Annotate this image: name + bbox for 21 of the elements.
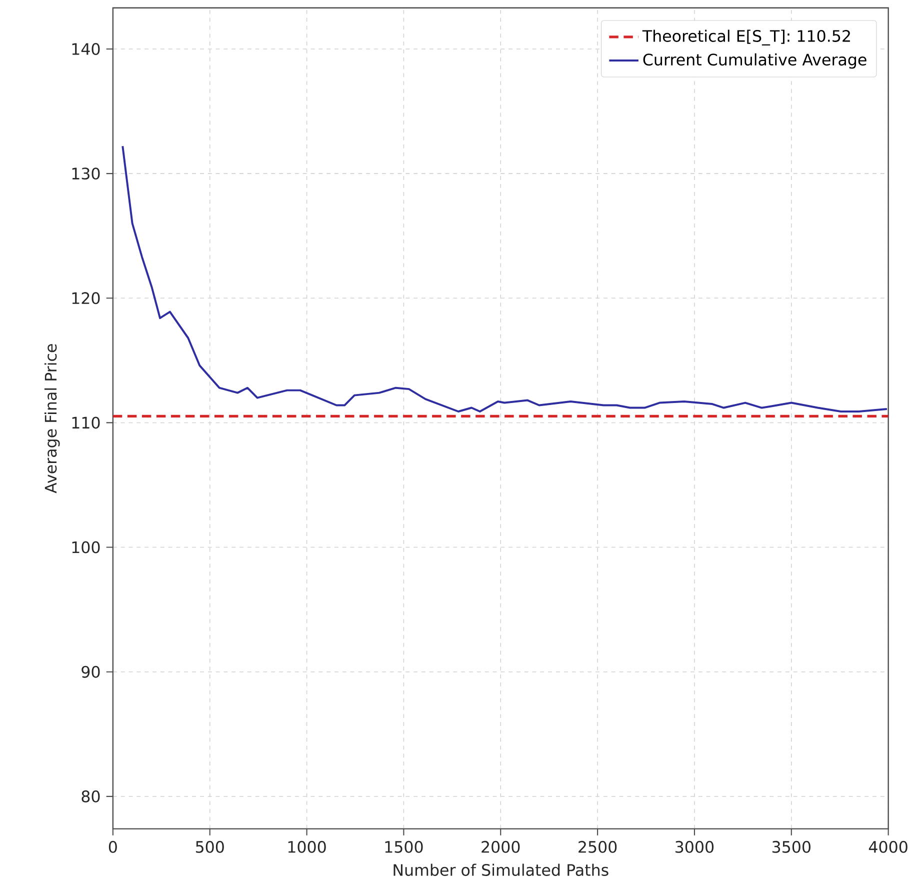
x-tick-label: 1500 [385,840,423,853]
x-tick-label: 1000 [288,840,326,853]
y-tick-label: 110 [72,416,100,429]
y-tick-label: 90 [82,666,100,678]
y-tick-label: 140 [72,42,100,55]
y-axis-title: Average Final Price [44,344,60,494]
line-series [122,145,888,412]
x-tick-label: 4000 [868,840,908,853]
legend-label: Theoretical E[S_T]: 110.52 [642,30,850,46]
y-tick-label: 100 [72,541,100,554]
x-tick-label: 2500 [578,840,617,853]
y-tick-label: 120 [72,292,100,304]
x-tick-label: 0 [108,840,117,853]
y-tick-label: 130 [72,168,100,180]
x-axis-title: Number of Simulated Paths [394,864,608,876]
x-tick-label: 3500 [772,840,810,853]
y-tick-label: 80 [82,790,100,802]
x-tick-label: 3000 [676,840,714,853]
x-tick-label: 2000 [482,840,520,853]
x-tick-label: 500 [196,840,224,853]
legend-label: Current Cumulative Average [643,53,866,69]
